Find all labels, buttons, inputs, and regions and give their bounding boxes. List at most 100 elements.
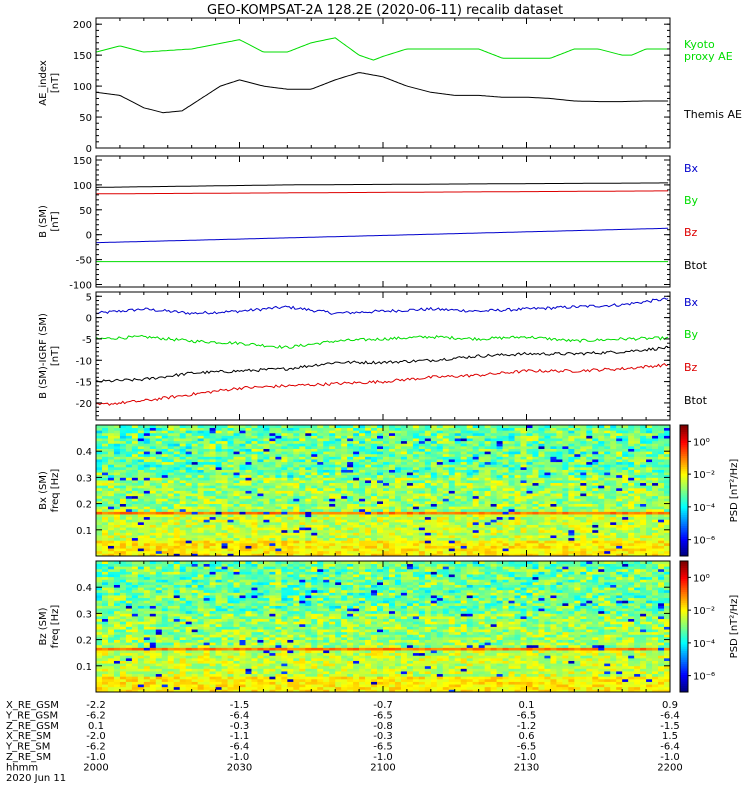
spectrogram-cell [353, 524, 360, 528]
spectrogram-cell [251, 464, 258, 468]
spectrogram-cell [257, 553, 264, 557]
spectrogram-cell [580, 469, 587, 473]
spectrogram-cell [305, 548, 312, 552]
spectrogram-cell [532, 503, 539, 507]
spectrogram-cell [335, 493, 342, 497]
spectrogram-cell [622, 503, 629, 507]
spectrogram-cell [275, 500, 282, 504]
spectrogram-cell [658, 487, 665, 491]
spectrogram-cell [424, 535, 432, 539]
spectrogram-cell [173, 445, 181, 449]
spectrogram-cell [478, 519, 486, 523]
spectrogram-cell [203, 477, 211, 481]
spectrogram-cell [388, 480, 396, 484]
spectrogram-cell [652, 453, 659, 457]
spectrogram-cell [472, 456, 480, 460]
spectrogram-cell [239, 461, 246, 465]
spectrogram-cell [317, 527, 324, 531]
spectrogram-cell [406, 514, 414, 518]
spectrogram-cell [155, 495, 163, 499]
spectrogram-cell [472, 474, 480, 478]
spectrogram-cell [335, 453, 342, 457]
spectrogram-cell [215, 503, 222, 507]
spectrogram-cell [412, 448, 420, 452]
spectrogram-cell [317, 498, 324, 502]
spectrogram-cell [383, 524, 390, 528]
spectrogram-cell [472, 495, 480, 499]
spectrogram-cell [550, 451, 557, 455]
spectrogram-cell [538, 532, 545, 536]
spectrogram-cell [520, 480, 527, 484]
spectrogram-cell [526, 519, 533, 523]
spectrogram-cell [149, 521, 157, 525]
spectrogram-cell [281, 529, 288, 533]
spectrogram-cell [173, 548, 181, 552]
spectrogram-cell [96, 453, 103, 457]
spectrogram-cell [347, 490, 354, 494]
spectrogram-cell [604, 456, 611, 460]
spectrogram-cell [412, 519, 420, 523]
spectrogram-cell [377, 487, 384, 491]
spectrogram-cell [167, 495, 175, 499]
spectrogram-cell [299, 519, 306, 523]
spectrogram-cell [538, 542, 545, 546]
spectrogram-cell [137, 427, 145, 431]
spectrogram-cell [508, 456, 515, 460]
spectrogram-cell [592, 435, 599, 439]
spectrogram-cell [448, 519, 456, 523]
spectrogram-cell [96, 459, 103, 463]
spectrogram-cell [556, 521, 563, 525]
spectrogram-cell [383, 461, 390, 465]
spectrogram-cell [556, 511, 563, 515]
spectrogram-cell [556, 443, 563, 447]
spectrogram-cell [143, 495, 151, 499]
spectrogram-cell [167, 453, 175, 457]
spectrogram-cell [580, 537, 587, 541]
spectrogram-cell [293, 459, 300, 463]
spectrogram-cell [287, 532, 294, 536]
spectrogram-cell [251, 540, 258, 544]
spectrogram-cell [568, 516, 575, 520]
y-tick-label: -20 [76, 399, 92, 410]
spectrogram-cell [580, 432, 587, 436]
spectrogram-cell [478, 430, 486, 434]
spectrogram-cell [149, 461, 157, 465]
spectrogram-cell [251, 430, 258, 434]
spectrogram-cell [101, 519, 109, 523]
spectrogram-cell [400, 532, 408, 536]
spectrogram-cell [598, 466, 605, 470]
spectrogram-cell [383, 445, 390, 449]
spectrogram-cell [526, 456, 533, 460]
spectrogram-cell [442, 453, 450, 457]
spectrogram-cell [377, 451, 384, 455]
spectrogram-cell [113, 493, 121, 497]
spectrogram-cell [299, 500, 306, 504]
spectrogram-cell [448, 545, 456, 549]
spectrogram-cell [610, 527, 617, 531]
spectrogram-cell [514, 469, 521, 473]
spectrogram-cell [179, 527, 187, 531]
spectrogram-cell [394, 459, 402, 463]
spectrogram-cell [628, 443, 635, 447]
spectrogram-cell [400, 440, 408, 444]
spectrogram-cell [400, 482, 408, 486]
spectrogram-cell [125, 524, 133, 528]
spectrogram-cell [281, 542, 288, 546]
spectrogram-cell [574, 472, 581, 476]
spectrogram-cell [454, 472, 462, 476]
spectrogram-cell [173, 535, 181, 539]
spectrogram-cell [149, 495, 157, 499]
spectrogram-cell [442, 482, 450, 486]
spectrogram-cell [442, 451, 450, 455]
spectrogram-cell [418, 550, 426, 554]
spectrogram-cell [143, 456, 151, 460]
spectrogram-cell [353, 506, 360, 510]
spectrogram-cell [658, 532, 665, 536]
spectrogram-cell [502, 461, 509, 465]
spectrogram-cell [96, 485, 103, 489]
spectrogram-cell [556, 480, 563, 484]
spectrogram-cell [460, 464, 468, 468]
spectrogram-cell [664, 498, 671, 502]
spectrogram-cell [269, 435, 276, 439]
spectrogram-cell [323, 545, 330, 549]
